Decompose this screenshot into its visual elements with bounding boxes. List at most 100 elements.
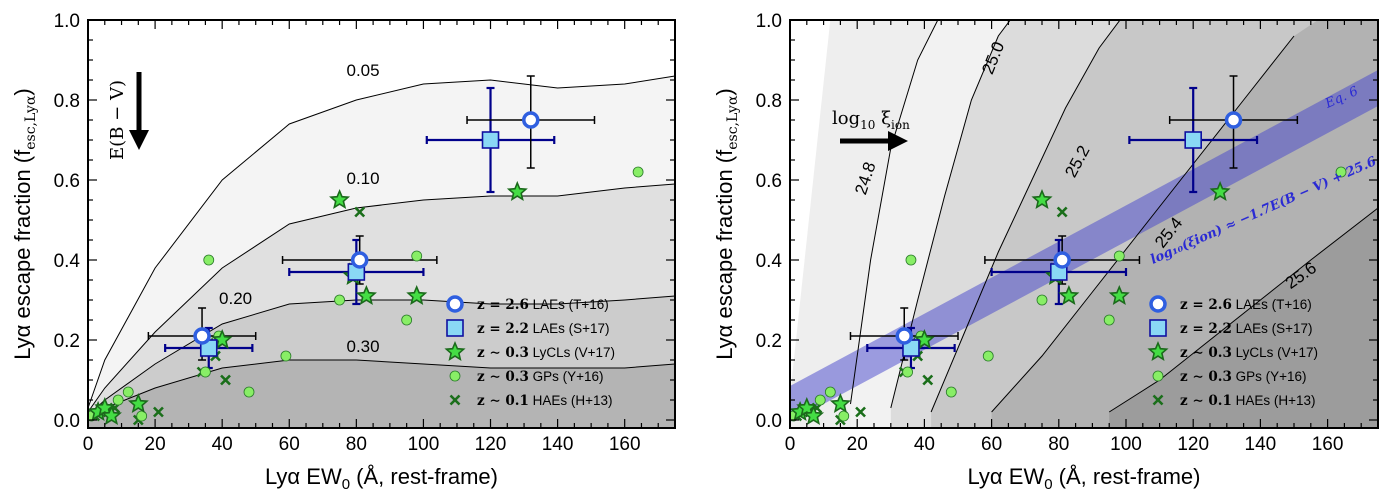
legend-name: GPs (Y+16)	[529, 369, 604, 384]
hae-stroke	[855, 406, 866, 418]
gp-marker	[1113, 250, 1125, 262]
contour-line-25.4	[991, 35, 1295, 413]
legend-z: z ∼ 0.3	[477, 345, 529, 361]
legend-item-laes_s17: z = 2.2 LAEs (S+17)	[1149, 319, 1313, 337]
y-tick-label: 0.6	[54, 171, 80, 192]
xi-annotation-sub: 10	[860, 118, 875, 132]
contour-line-24.8	[850, 20, 939, 405]
hae-stroke	[922, 374, 934, 386]
y-tick-label: 0.4	[756, 251, 783, 272]
lycl-marker	[329, 188, 351, 209]
x-tick-label: 100	[408, 434, 440, 455]
x-tick-label: 0	[785, 434, 796, 455]
hae-stroke	[153, 406, 164, 418]
contour-line-25.2	[930, 20, 1121, 413]
xi-annotation: log10 ξion	[832, 108, 910, 132]
legend-item-laes_t16: z = 2.6 LAEs (T+16)	[446, 295, 609, 313]
legend-marker	[1149, 295, 1167, 313]
legend-label: z ∼ 0.3 GPs (Y+16)	[1180, 369, 1307, 385]
legend-label: z = 2.2 LAEs (S+17)	[477, 321, 610, 337]
contour-line-25.6	[1108, 207, 1378, 413]
y-axis-label-main: Lyα escape fraction (f	[712, 149, 737, 360]
arrow-down-icon-head	[129, 130, 149, 150]
gp-marker	[280, 350, 292, 362]
y-tick-label: 0.8	[756, 91, 782, 112]
legend-z: z ∼ 0.3	[1180, 345, 1232, 361]
legend-marker	[1152, 370, 1164, 382]
gp-marker	[632, 166, 644, 178]
legend-marker	[1149, 319, 1167, 337]
legend-z: z ∼ 0.1	[1180, 393, 1232, 409]
contour-label-0.10: 0.10	[347, 169, 380, 188]
legend-label: z ∼ 0.1 HAEs (H+13)	[1180, 393, 1316, 409]
y-axis-label: Lyα escape fraction (fesc,Lyα)	[712, 88, 741, 360]
legend-label: z ∼ 0.3 GPs (Y+16)	[477, 369, 604, 385]
legend-marker	[444, 340, 466, 361]
gp-marker	[824, 386, 836, 398]
ebv-annotation: E(B − V)	[107, 80, 128, 160]
gp-marker	[945, 386, 957, 398]
legend-label: z = 2.6 LAEs (T+16)	[1180, 297, 1312, 313]
gp-marker	[814, 394, 826, 406]
legend-marker	[446, 295, 464, 313]
contour-label-0.05: 0.05	[347, 61, 380, 80]
x-axis-label: Lyα EW0 (Å, rest-frame)	[265, 464, 498, 493]
shade-region-0.30	[88, 360, 675, 428]
lycl-marker	[1209, 180, 1231, 201]
gp-marker	[838, 410, 850, 422]
x-axis-label-main: Lyα EW	[968, 464, 1045, 489]
plot-area: 0.05 0.10 0.20 0.30	[88, 20, 675, 428]
y-tick-label: 0.4	[54, 251, 81, 272]
gp-marker	[1335, 166, 1347, 178]
gp-marker	[982, 350, 994, 362]
x-tick-label: 20	[847, 434, 868, 455]
xi-annotation-xi: ξ	[875, 108, 891, 129]
x-tick-label: 80	[346, 434, 367, 455]
gp-marker	[243, 386, 255, 398]
lycl-marker	[1058, 284, 1080, 305]
y-tick-label: 0.2	[54, 331, 80, 352]
x-tick-label: 40	[212, 434, 233, 455]
lycl-marker	[100, 404, 122, 425]
x-axis-label-sub: 0	[1044, 476, 1052, 493]
gp-marker	[401, 314, 413, 326]
lycl-marker	[1108, 284, 1130, 305]
legend-label: z ∼ 0.3 LyCLs (V+17)	[1180, 345, 1318, 361]
hae-marker	[855, 406, 866, 418]
legend-z: z = 2.2	[477, 321, 529, 337]
lycl-marker	[355, 284, 377, 305]
lae-t16-marker	[522, 111, 540, 129]
legend-z: z = 2.2	[1180, 321, 1232, 337]
legend-name: HAEs (H+13)	[1232, 393, 1316, 408]
x-tick-label: 60	[981, 434, 1002, 455]
xi-annotation-main: log	[832, 108, 860, 129]
legend-name: LAEs (S+17)	[529, 321, 610, 336]
plot-frame	[87, 19, 676, 429]
x-tick-label: 120	[475, 434, 507, 455]
legend-z: z = 2.6	[477, 297, 529, 313]
hae-stroke	[354, 206, 366, 218]
lae-t16-marker	[1053, 251, 1071, 269]
legend-z: z ∼ 0.3	[1180, 369, 1232, 385]
legend-marker	[449, 394, 461, 406]
contour-label-0.30: 0.30	[347, 337, 380, 356]
lae-s17-marker	[1184, 131, 1202, 149]
lae-t16-marker	[350, 251, 369, 269]
y-tick-label: 0.8	[54, 91, 80, 112]
y-axis-label-main: Lyα escape fraction (f	[10, 149, 35, 360]
contour-label-0.20: 0.20	[219, 289, 252, 308]
hae-marker	[153, 406, 164, 418]
hae-marker	[354, 206, 366, 218]
legend-name: LAEs (T+16)	[529, 297, 609, 312]
gp-marker	[136, 410, 148, 422]
legend-name: GPs (Y+16)	[1232, 369, 1307, 384]
gp-marker	[1036, 294, 1048, 306]
legend-label: z = 2.6 LAEs (T+16)	[477, 297, 609, 313]
lae-t16-marker	[1224, 111, 1243, 129]
lycl-marker	[406, 284, 428, 305]
legend-name: LyCLs (V+17)	[529, 345, 615, 360]
gp-marker	[334, 294, 345, 306]
legend-item-lycls: z ∼ 0.3 LyCLs (V+17)	[444, 340, 615, 361]
lycl-marker	[803, 404, 825, 425]
